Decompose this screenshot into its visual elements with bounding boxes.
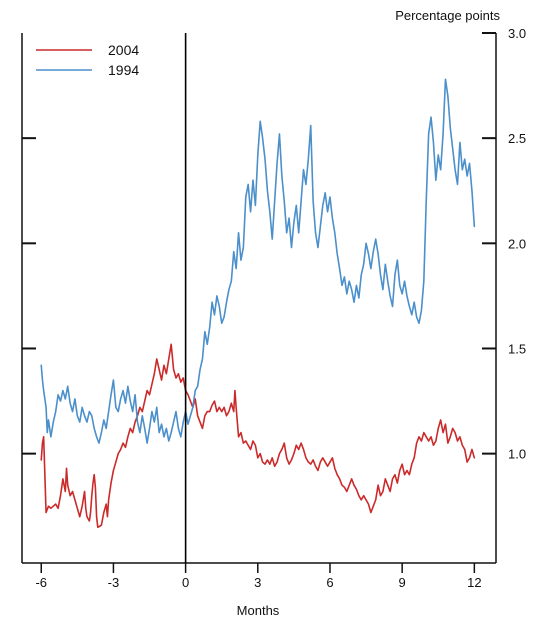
series-line-2004 — [40, 343, 476, 529]
x-tick-label: 9 — [399, 575, 406, 590]
right-y-tick-label: 3.0 — [508, 26, 526, 41]
x-tick-label: 0 — [182, 575, 189, 590]
x-tick-label: 6 — [326, 575, 333, 590]
x-ticks: -6 -3 0 3 6 9 12 — [35, 563, 482, 590]
right-y-tick-label: 2.0 — [508, 236, 526, 251]
legend-label-2004: 2004 — [108, 42, 139, 58]
x-tick-label: -3 — [108, 575, 120, 590]
x-tick-label: 12 — [467, 575, 481, 590]
y-axis-title: Percentage points — [395, 8, 500, 23]
right-y-tick-label: 2.5 — [508, 131, 526, 146]
legend-label-1994: 1994 — [108, 62, 139, 78]
right-y-ticks: 1.0 1.5 2.0 2.5 3.0 — [482, 26, 526, 462]
x-tick-label: 3 — [254, 575, 261, 590]
left-y-ticks — [22, 137, 36, 455]
x-axis-title: Months — [237, 603, 280, 618]
series-line-1994 — [40, 78, 476, 444]
right-y-tick-label: 1.5 — [508, 341, 526, 356]
plot-frame — [21, 33, 497, 564]
right-y-tick-label: 1.0 — [508, 447, 526, 462]
x-tick-label: -6 — [35, 575, 47, 590]
series-layer — [40, 78, 476, 529]
legend: 2004 1994 — [36, 42, 139, 78]
